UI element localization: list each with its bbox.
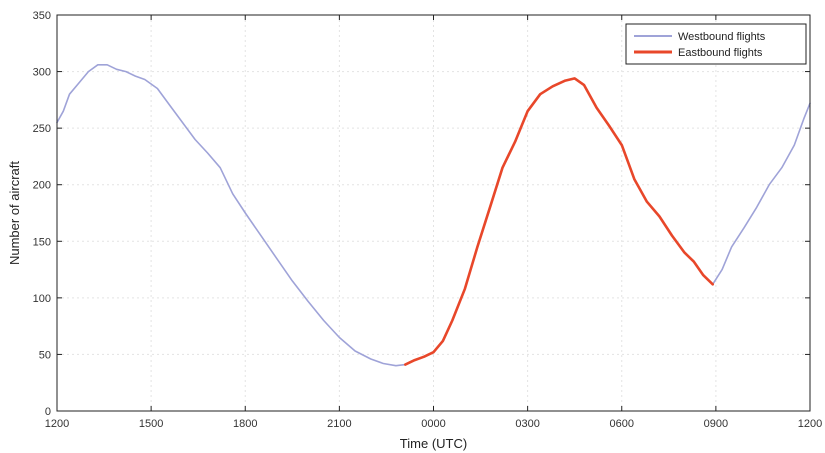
legend-label-eastbound: Eastbound flights [678,47,763,59]
y-tick-label: 250 [33,123,51,135]
x-axis-label: Time (UTC) [400,436,467,451]
x-tick-label: 1500 [139,418,163,430]
grid-lines [57,15,810,411]
y-axis-label: Number of aircraft [7,161,22,265]
series-line-westbound-0 [56,64,407,367]
series-line-westbound-1 [711,102,811,286]
legend-label-westbound: Westbound flights [678,31,766,43]
x-tick-label: 0300 [515,418,539,430]
y-tick-label: 300 [33,67,51,79]
y-axis-ticks: 0 50 100 150 200 250 300 350 [33,10,810,418]
x-tick-label: 1200 [45,418,69,430]
series-lines [56,64,811,367]
y-tick-label: 0 [45,406,51,418]
series-line-eastbound-0 [404,77,714,366]
x-axis-ticks: 1200 1500 1800 2100 0000 0300 0600 0900 1200 [45,15,822,430]
x-tick-label: 2100 [327,418,351,430]
x-tick-label: 0900 [704,418,728,430]
legend: Westbound flights Eastbound flights [625,23,807,65]
y-tick-label: 200 [33,180,51,192]
y-tick-label: 50 [39,349,51,361]
y-tick-label: 150 [33,236,51,248]
x-tick-label: 1200 [798,418,822,430]
y-tick-label: 350 [33,10,51,22]
y-tick-label: 100 [33,293,51,305]
x-tick-label: 0600 [610,418,634,430]
x-tick-label: 1800 [233,418,257,430]
legend-box [625,23,807,65]
x-tick-label: 0000 [421,418,445,430]
